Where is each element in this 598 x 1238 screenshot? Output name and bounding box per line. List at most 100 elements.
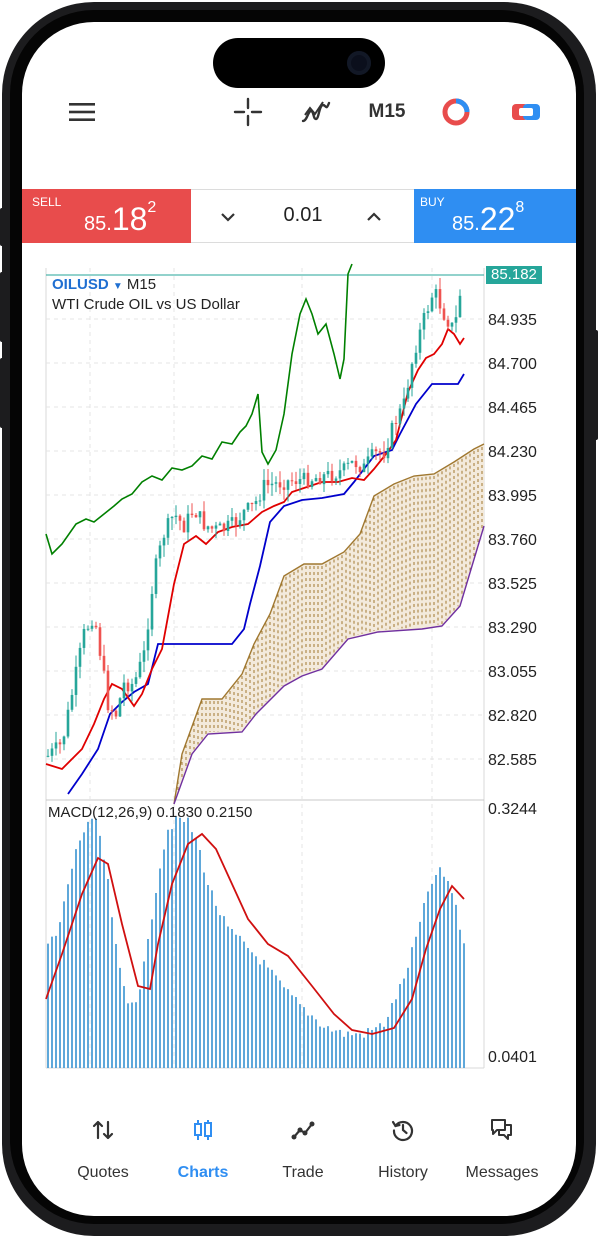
candle-body [182,520,186,533]
indicators-button[interactable] [294,84,338,140]
candle-body [434,289,438,298]
candle-body [230,517,234,521]
nav-quotes[interactable]: Quotes [53,1118,153,1190]
time-tick-label: 1 Sep 13:00 [434,1073,520,1074]
sell-price-prefix: 85. [84,213,112,235]
new-order-icon [512,104,540,120]
candle-body [174,515,178,518]
quotes-arrows-icon [92,1120,114,1140]
candle-body [254,501,258,505]
candle-body [150,593,154,630]
candle-body [58,742,62,745]
candle-body [158,545,162,559]
candle-body [214,525,218,529]
senkou-span-b-line [173,525,485,805]
crosshair-button[interactable] [226,84,270,140]
chevron-up-icon [367,212,381,221]
candle-body [114,710,118,717]
front-camera [347,51,371,75]
candle-body [218,523,222,526]
candle-body [418,329,422,353]
macd-bottom-label: 0.0401 [488,1049,537,1066]
dynamic-island [213,38,385,88]
nav-charts[interactable]: Charts [153,1118,253,1190]
candle-body [382,452,386,459]
chikou-span-line [45,263,353,556]
candle-body [394,422,398,424]
indicator-wave-icon [301,101,331,123]
candle-body [66,709,70,737]
sell-button[interactable]: SELL 85.182 [22,189,191,243]
price-tick-label: 84.935 [488,312,537,329]
price-tick-label: 84.230 [488,444,537,461]
candle-body [322,474,326,485]
one-click-trading-icon [442,98,470,126]
candle-body [210,526,214,529]
candle-body [186,513,190,533]
messages-chat-icon [491,1119,512,1140]
nav-history-label: History [378,1164,428,1181]
candle-body [438,289,442,309]
candle-body [162,537,166,546]
candle-body [450,322,454,327]
candle-body [250,502,254,505]
one-click-trading-button[interactable] [434,84,478,140]
candle-body [126,682,130,692]
candle-body [46,755,50,757]
candle-body [298,479,302,485]
chart-symbol-header[interactable]: OILUSD ▼ M15 [52,276,156,293]
buy-price-prefix: 85. [452,213,480,235]
candle-body [302,472,306,480]
candle-body [338,470,342,479]
bottom-navigation: Quotes Charts [22,1094,576,1204]
decrease-volume-button[interactable] [213,202,243,232]
chevron-down-icon [221,213,235,222]
candle-body [274,482,278,484]
one-click-trade-panel: SELL 85.182 0.01 BUY 85.228 [22,189,576,243]
chart-canvas[interactable]: 84.935 84.700 84.465 84.230 83.995 83.760 83.5… [22,244,576,1090]
candle-body [102,655,106,671]
new-order-button[interactable] [504,84,548,140]
candle-body [374,449,378,452]
nav-trade[interactable]: Trade [253,1118,353,1190]
candle-body [454,317,458,323]
candle-body [94,625,98,628]
candle-body [326,470,330,475]
candle-body [422,312,426,330]
candle-body [90,625,94,629]
tenkan-sen-line [45,327,465,771]
symbol-description: WTI Crude OIL vs US Dollar [52,296,240,313]
buy-button[interactable]: BUY 85.228 [414,189,576,243]
price-tick-label: 83.525 [488,576,537,593]
candle-body [310,481,314,488]
trade-line-icon [291,1121,315,1140]
nav-charts-label: Charts [177,1164,229,1181]
chart-toolbar: M15 [22,84,576,140]
time-tick-label: 31 Aug 13:30 [48,1073,142,1074]
candle-body [270,483,274,486]
history-clock-icon [391,1120,414,1142]
hamburger-menu-icon [69,103,95,121]
candle-body [70,694,74,710]
candle-body [170,517,174,519]
candle-body [426,311,430,313]
timeframe-button[interactable]: M15 [362,84,412,140]
nav-history[interactable]: History [353,1118,453,1190]
candle-body [118,698,122,717]
nav-messages[interactable]: Messages [452,1118,552,1190]
nav-trade-label: Trade [282,1164,324,1181]
candle-body [190,513,194,515]
volume-value[interactable]: 0.01 [283,204,323,226]
candle-body [342,463,346,471]
menu-button[interactable] [62,84,102,140]
price-chart[interactable]: 84.935 84.700 84.465 84.230 83.995 83.760 83.5… [22,244,576,1090]
increase-volume-button[interactable] [359,202,389,232]
candlestick-chart-icon [194,1120,212,1140]
volume-up-button [0,272,4,342]
candle-body [50,748,54,756]
candle-body [366,456,370,464]
candle-body [458,295,462,318]
candle-body [266,479,270,486]
volume-control: 0.01 [191,189,414,243]
chart-timeframe: M15 [126,276,157,293]
